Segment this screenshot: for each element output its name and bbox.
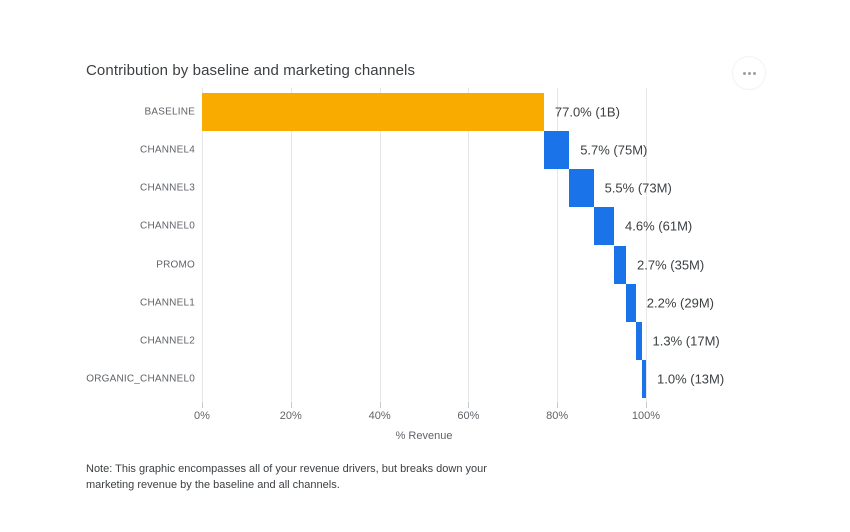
x-axis-tick (646, 402, 647, 408)
x-axis-tick (557, 402, 559, 408)
channel-bar (593, 207, 615, 246)
x-axis-tick (379, 402, 381, 408)
x-tick-label: 0% (194, 410, 210, 422)
category-label: CHANNEL1 (140, 297, 195, 309)
x-axis-tick (202, 402, 203, 408)
bar-value-label: 5.7% (75M) (580, 142, 648, 158)
card-title: Contribution by baseline and marketing c… (86, 62, 416, 79)
gridline (290, 88, 292, 402)
bar-value-label: 2.2% (29M) (646, 295, 714, 311)
gridline (379, 88, 381, 402)
baseline-bar (202, 93, 544, 131)
gridline (646, 88, 647, 402)
channel-bar (569, 169, 594, 208)
channel-bar (614, 245, 627, 284)
x-axis-tick (468, 402, 470, 408)
channel-bar (543, 131, 570, 170)
x-tick-label: 40% (368, 410, 391, 422)
category-label: CHANNEL2 (140, 335, 195, 347)
category-label: BASELINE (144, 106, 195, 118)
note-text: Note: This graphic encompasses all of yo… (86, 463, 487, 491)
x-tick-label: 60% (457, 410, 480, 422)
gridline (202, 88, 203, 402)
x-tick-label: 100% (631, 410, 661, 422)
channel-bar (626, 283, 636, 322)
x-tick-label: 80% (546, 410, 569, 422)
bar-value-label: 1.3% (17M) (652, 333, 720, 349)
more-options-button[interactable] (733, 57, 765, 89)
bar-value-label: 4.6% (61M) (625, 218, 693, 234)
gridline (557, 88, 559, 402)
category-label: CHANNEL3 (140, 182, 195, 194)
category-label: ORGANIC_CHANNEL0 (86, 373, 195, 385)
category-label: CHANNEL0 (140, 220, 195, 232)
x-axis-tick (290, 402, 292, 408)
bar-value-label: 77.0% (1B) (554, 104, 620, 120)
bar-value-label: 5.5% (73M) (604, 180, 672, 196)
channel-bar (641, 359, 646, 398)
x-tick-label: 20% (279, 410, 302, 422)
channel-bar (635, 321, 642, 360)
category-label: CHANNEL4 (140, 144, 195, 156)
gridline (468, 88, 470, 402)
category-label: PROMO (156, 259, 195, 271)
bar-value-label: 1.0% (13M) (657, 371, 725, 387)
more-options-icon (742, 71, 756, 75)
bar-value-label: 2.7% (35M) (637, 257, 705, 273)
x-axis-title: % Revenue (395, 430, 453, 442)
